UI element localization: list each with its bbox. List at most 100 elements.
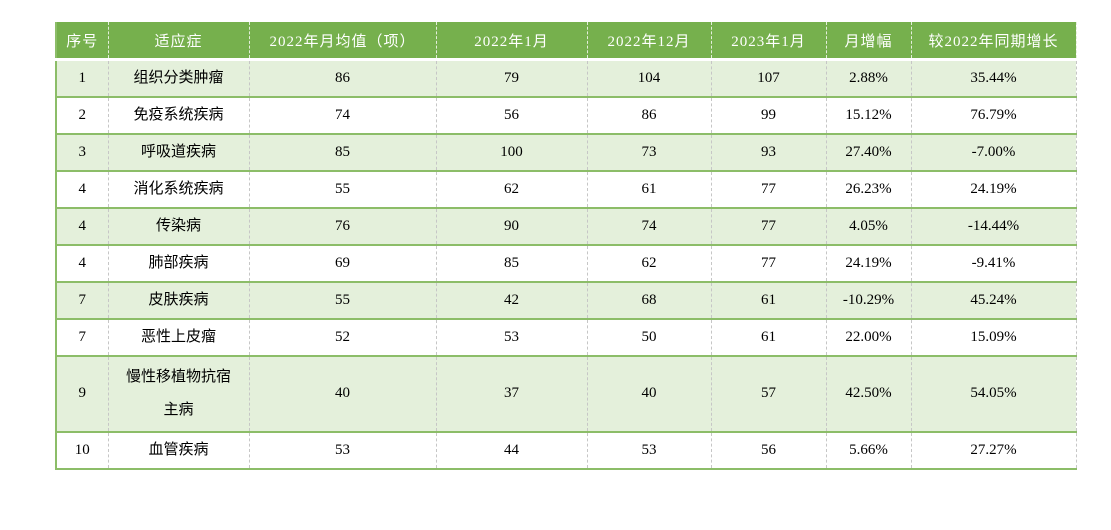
table-row: 1 组织分类肿瘤 86 79 104 107 2.88% 35.44% xyxy=(56,58,1077,97)
cell-yoy_growth: 15.09% xyxy=(911,317,1077,356)
cell-avg_2022: 55 xyxy=(249,169,437,208)
cell-avg_2022: 85 xyxy=(249,132,437,171)
cell-jan_2023: 77 xyxy=(711,169,827,208)
cell-mom_growth: 24.19% xyxy=(826,243,912,282)
cell-avg_2022: 76 xyxy=(249,206,437,245)
cell-indication: 呼吸道疾病 xyxy=(108,132,250,171)
cell-mom_growth: 4.05% xyxy=(826,206,912,245)
cell-indication: 肺部疾病 xyxy=(108,243,250,282)
cell-jan_2023: 93 xyxy=(711,132,827,171)
table-row: 4 消化系统疾病 55 62 61 77 26.23% 24.19% xyxy=(56,169,1077,208)
cell-jan_2023: 57 xyxy=(711,354,827,432)
cell-avg_2022: 74 xyxy=(249,95,437,134)
column-header-jan_2023: 2023年1月 xyxy=(711,22,827,61)
cell-indication: 消化系统疾病 xyxy=(108,169,250,208)
cell-jan_2023: 77 xyxy=(711,206,827,245)
cell-indication: 慢性移植物抗宿主病 xyxy=(108,354,250,432)
column-header-yoy_growth: 较2022年同期增长 xyxy=(911,22,1077,61)
cell-jan_2023: 56 xyxy=(711,430,827,469)
cell-avg_2022: 69 xyxy=(249,243,437,282)
cell-yoy_growth: 27.27% xyxy=(911,430,1077,469)
cell-indication: 皮肤疾病 xyxy=(108,280,250,319)
cell-mom_growth: 15.12% xyxy=(826,95,912,134)
cell-indication: 组织分类肿瘤 xyxy=(108,58,250,97)
cell-jan_2022: 53 xyxy=(436,317,588,356)
cell-dec_2022: 68 xyxy=(587,280,712,319)
cell-jan_2023: 61 xyxy=(711,280,827,319)
cell-dec_2022: 74 xyxy=(587,206,712,245)
cell-yoy_growth: 35.44% xyxy=(911,58,1077,97)
indications-table-container: 序号 适应症 2022年月均值（项） 2022年1月 2022年12月 2023年1月 月增… xyxy=(55,22,1077,470)
cell-jan_2022: 37 xyxy=(436,354,588,432)
table-body: 1 组织分类肿瘤 86 79 104 107 2.88% 35.44% 2 免疫系统疾病 74 56 8… xyxy=(56,58,1077,469)
cell-index: 3 xyxy=(56,132,109,171)
cell-indication: 传染病 xyxy=(108,206,250,245)
column-header-index: 序号 xyxy=(56,22,109,61)
cell-jan_2022: 100 xyxy=(436,132,588,171)
table-row: 7 恶性上皮瘤 52 53 50 61 22.00% 15.09% xyxy=(56,317,1077,356)
cell-index: 4 xyxy=(56,243,109,282)
table-row: 3 呼吸道疾病 85 100 73 93 27.40% -7.00% xyxy=(56,132,1077,171)
cell-yoy_growth: -14.44% xyxy=(911,206,1077,245)
cell-mom_growth: 26.23% xyxy=(826,169,912,208)
column-header-jan_2022: 2022年1月 xyxy=(436,22,588,61)
cell-dec_2022: 73 xyxy=(587,132,712,171)
cell-mom_growth: 22.00% xyxy=(826,317,912,356)
cell-dec_2022: 86 xyxy=(587,95,712,134)
table-row: 4 肺部疾病 69 85 62 77 24.19% -9.41% xyxy=(56,243,1077,282)
cell-indication: 免疫系统疾病 xyxy=(108,95,250,134)
cell-jan_2022: 56 xyxy=(436,95,588,134)
cell-index: 4 xyxy=(56,169,109,208)
cell-jan_2023: 99 xyxy=(711,95,827,134)
cell-index: 7 xyxy=(56,317,109,356)
cell-dec_2022: 50 xyxy=(587,317,712,356)
cell-jan_2022: 79 xyxy=(436,58,588,97)
cell-dec_2022: 62 xyxy=(587,243,712,282)
cell-yoy_growth: 24.19% xyxy=(911,169,1077,208)
cell-yoy_growth: -7.00% xyxy=(911,132,1077,171)
cell-index: 2 xyxy=(56,95,109,134)
cell-mom_growth: -10.29% xyxy=(826,280,912,319)
table-row: 9 慢性移植物抗宿主病 40 37 40 57 42.50% 54.05% xyxy=(56,354,1077,432)
table-row: 10 血管疾病 53 44 53 56 5.66% 27.27% xyxy=(56,430,1077,469)
indications-data-table: 序号 适应症 2022年月均值（项） 2022年1月 2022年12月 2023年1月 月增… xyxy=(55,22,1077,470)
cell-avg_2022: 86 xyxy=(249,58,437,97)
cell-yoy_growth: 76.79% xyxy=(911,95,1077,134)
cell-mom_growth: 2.88% xyxy=(826,58,912,97)
cell-index: 1 xyxy=(56,58,109,97)
cell-mom_growth: 42.50% xyxy=(826,354,912,432)
cell-yoy_growth: 54.05% xyxy=(911,354,1077,432)
cell-index: 4 xyxy=(56,206,109,245)
table-header: 序号 适应症 2022年月均值（项） 2022年1月 2022年12月 2023年1月 月增… xyxy=(56,22,1077,61)
cell-jan_2023: 77 xyxy=(711,243,827,282)
cell-jan_2022: 42 xyxy=(436,280,588,319)
cell-jan_2022: 85 xyxy=(436,243,588,282)
cell-dec_2022: 53 xyxy=(587,430,712,469)
cell-jan_2022: 44 xyxy=(436,430,588,469)
cell-dec_2022: 104 xyxy=(587,58,712,97)
column-header-indication: 适应症 xyxy=(108,22,250,61)
cell-yoy_growth: -9.41% xyxy=(911,243,1077,282)
table-row: 7 皮肤疾病 55 42 68 61 -10.29% 45.24% xyxy=(56,280,1077,319)
cell-jan_2023: 61 xyxy=(711,317,827,356)
cell-dec_2022: 61 xyxy=(587,169,712,208)
cell-avg_2022: 55 xyxy=(249,280,437,319)
cell-dec_2022: 40 xyxy=(587,354,712,432)
cell-avg_2022: 40 xyxy=(249,354,437,432)
table-row: 2 免疫系统疾病 74 56 86 99 15.12% 76.79% xyxy=(56,95,1077,134)
cell-avg_2022: 52 xyxy=(249,317,437,356)
cell-avg_2022: 53 xyxy=(249,430,437,469)
cell-mom_growth: 27.40% xyxy=(826,132,912,171)
cell-jan_2022: 90 xyxy=(436,206,588,245)
table-row: 4 传染病 76 90 74 77 4.05% -14.44% xyxy=(56,206,1077,245)
cell-index: 7 xyxy=(56,280,109,319)
cell-indication: 恶性上皮瘤 xyxy=(108,317,250,356)
cell-jan_2023: 107 xyxy=(711,58,827,97)
cell-jan_2022: 62 xyxy=(436,169,588,208)
column-header-dec_2022: 2022年12月 xyxy=(587,22,712,61)
cell-mom_growth: 5.66% xyxy=(826,430,912,469)
column-header-avg_2022: 2022年月均值（项） xyxy=(249,22,437,61)
cell-indication: 血管疾病 xyxy=(108,430,250,469)
column-header-mom_growth: 月增幅 xyxy=(826,22,912,61)
header-row: 序号 适应症 2022年月均值（项） 2022年1月 2022年12月 2023年1月 月增… xyxy=(56,22,1077,61)
